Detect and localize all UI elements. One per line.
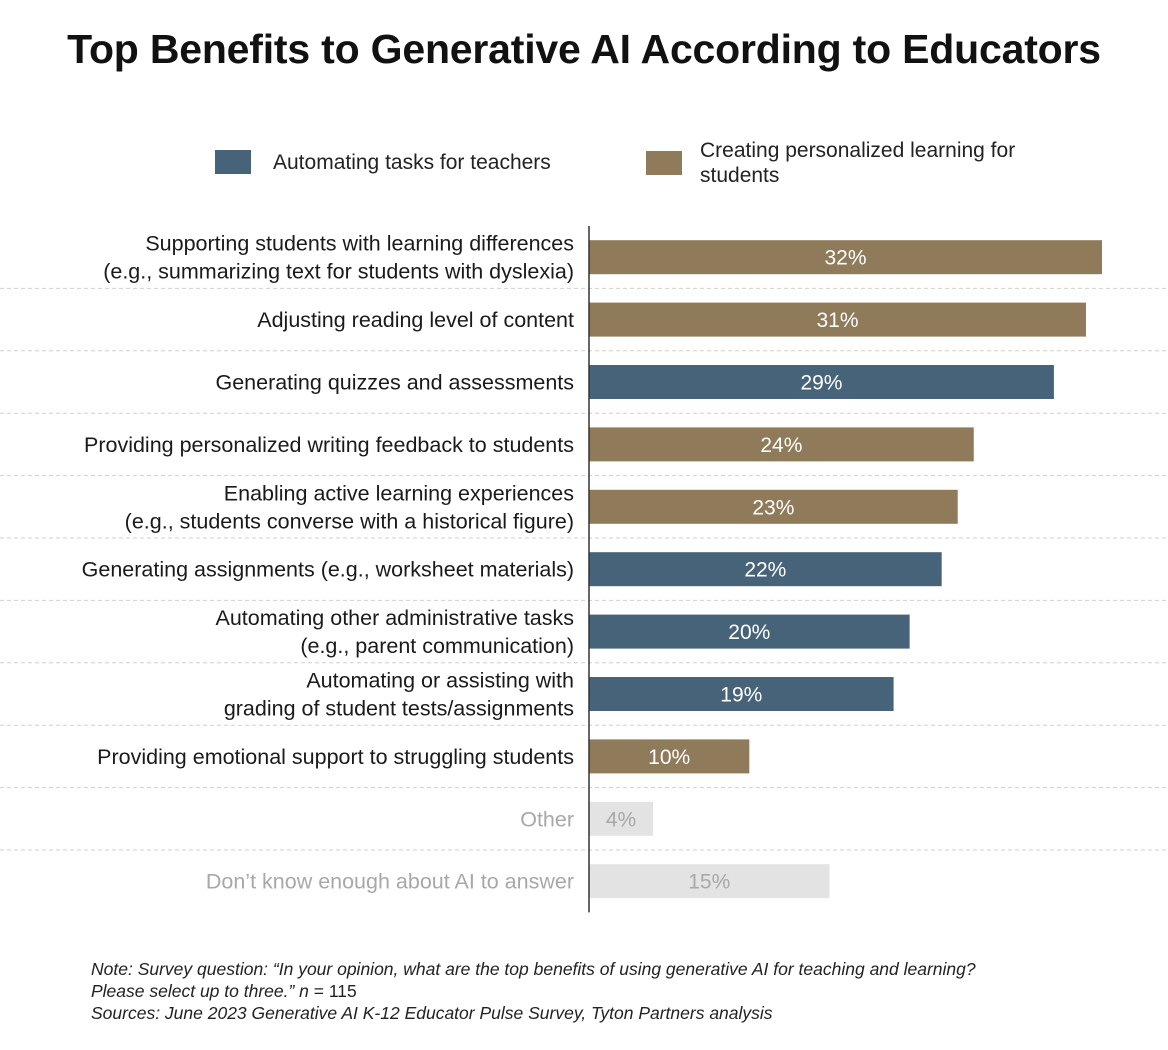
category-label-line: (e.g., parent communication) bbox=[300, 634, 574, 658]
category-label-line: Providing emotional support to strugglin… bbox=[97, 745, 574, 769]
footnote-line-1: Note: Survey question: “In your opinion,… bbox=[91, 959, 976, 979]
bar-4 bbox=[589, 489, 958, 524]
footnote-line-2: Please select up to three.” n = 115 bbox=[91, 980, 1151, 1002]
bar-0 bbox=[589, 240, 1102, 275]
category-label-line: (e.g., summarizing text for students wit… bbox=[103, 260, 574, 284]
footnote-line-2-main: Please select up to three.” bbox=[91, 981, 300, 1001]
bar-value-label-8: 10% bbox=[648, 746, 690, 769]
bar-value-label-4: 23% bbox=[752, 496, 794, 519]
bar-value-label-1: 31% bbox=[816, 309, 858, 332]
category-label-line: Providing personalized writing feedback … bbox=[84, 433, 574, 457]
footnote-n: n bbox=[299, 981, 309, 1001]
bar-value-label-5: 22% bbox=[744, 559, 786, 582]
legend-swatch-teachers bbox=[215, 150, 251, 174]
category-label-8: Providing emotional support to strugglin… bbox=[97, 745, 574, 769]
bar-value-label-9: 4% bbox=[606, 808, 636, 831]
footnote-line-3: Sources: June 2023 Generative AI K-12 Ed… bbox=[91, 1003, 773, 1023]
category-label-line: Automating other administrative tasks bbox=[216, 606, 575, 630]
category-label-line: Don’t know enough about AI to answer bbox=[206, 870, 574, 894]
legend-swatch-students bbox=[646, 151, 682, 175]
legend-label-students: Creating personalized learning for stude… bbox=[700, 139, 1016, 187]
bar-value-label-7: 19% bbox=[720, 684, 762, 707]
category-label-5: Generating assignments (e.g., worksheet … bbox=[82, 558, 574, 582]
bar-10 bbox=[589, 864, 830, 899]
bar-9 bbox=[589, 801, 654, 836]
category-label-2: Generating quizzes and assessments bbox=[215, 371, 574, 395]
bar-value-label-6: 20% bbox=[728, 621, 770, 644]
legend-label-teachers: Automating tasks for teachers bbox=[273, 151, 551, 174]
footnote-n-value: = 115 bbox=[308, 981, 357, 1001]
category-label-4: Enabling active learning experiences (e.g… bbox=[125, 481, 574, 533]
category-label-line: Other bbox=[520, 807, 574, 831]
bar-6 bbox=[589, 614, 910, 649]
category-label-1: Adjusting reading level of content bbox=[257, 308, 574, 332]
category-label-9: Other bbox=[520, 807, 574, 831]
bar-2 bbox=[589, 365, 1054, 399]
category-label-3: Providing personalized writing feedback … bbox=[84, 433, 574, 457]
category-label-6: Automating other administrative tasks (e.… bbox=[216, 606, 575, 658]
bar-3 bbox=[589, 427, 974, 462]
bar-7 bbox=[589, 677, 894, 711]
bar-value-label-3: 24% bbox=[760, 434, 802, 457]
category-label-line: Supporting students with learning differ… bbox=[145, 232, 574, 256]
category-label-0: Supporting students with learning differ… bbox=[103, 232, 574, 284]
category-label-line: Generating quizzes and assessments bbox=[215, 371, 574, 395]
bar-value-label-2: 29% bbox=[800, 372, 842, 395]
bar-5 bbox=[589, 552, 942, 587]
bar-8 bbox=[589, 739, 750, 774]
bar-chart: 32% Supporting students with learning dif… bbox=[0, 226, 1168, 913]
footnote: Note: Survey question: “In your opinion,… bbox=[91, 958, 1151, 1024]
category-label-line: Adjusting reading level of content bbox=[257, 308, 574, 332]
bar-value-label-0: 32% bbox=[824, 247, 866, 270]
category-label-10: Don’t know enough about AI to answer bbox=[206, 870, 574, 894]
category-label-line: Generating assignments (e.g., worksheet … bbox=[82, 558, 574, 582]
bar-1 bbox=[589, 302, 1086, 337]
bar-value-label-10: 15% bbox=[688, 871, 730, 894]
chart-title: Top Benefits to Generative AI According … bbox=[67, 26, 1101, 72]
category-label-line: Automating or assisting with bbox=[306, 669, 574, 693]
category-label-line: (e.g., students converse with a historic… bbox=[125, 509, 574, 533]
category-label-7: Automating or assisting with grading of s… bbox=[224, 669, 574, 721]
category-label-line: Enabling active learning experiences bbox=[224, 481, 574, 505]
category-label-line: grading of student tests/assignments bbox=[224, 697, 574, 721]
